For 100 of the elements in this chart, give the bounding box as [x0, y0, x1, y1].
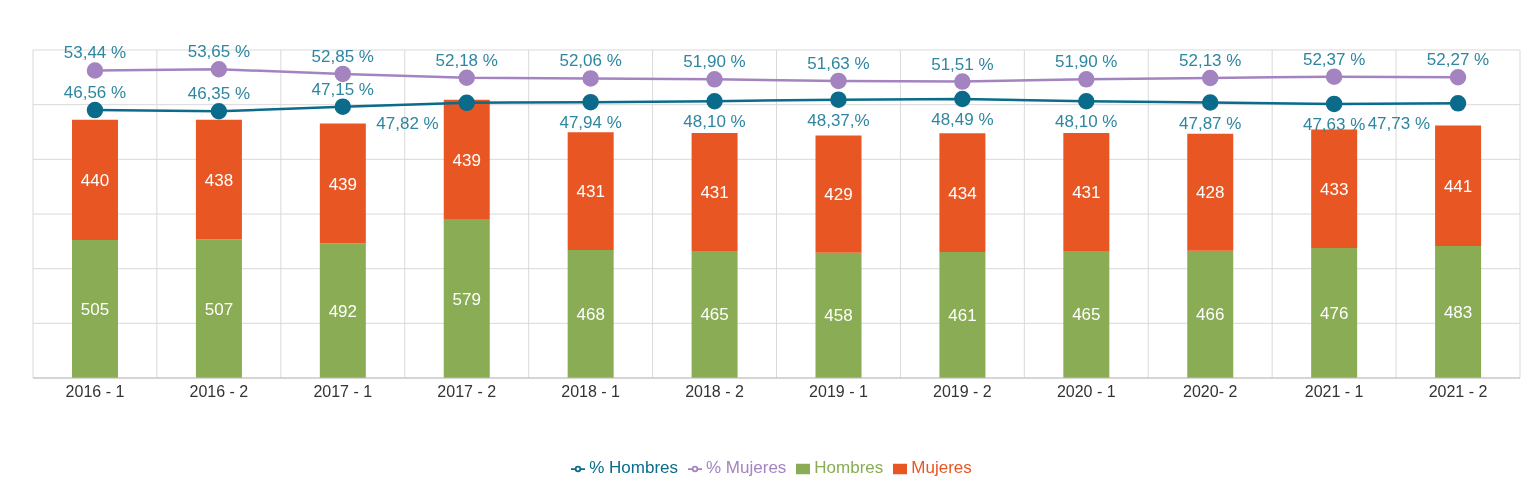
data-label: 52,06 % [559, 51, 622, 71]
x-tick-label: 2021 - 1 [1304, 383, 1364, 401]
bar [815, 135, 862, 253]
x-tick-label: 2017 - 2 [437, 383, 497, 401]
bar [72, 239, 118, 378]
data-label: 47,94 % [559, 113, 622, 133]
point [1325, 68, 1343, 85]
data-label: 431 [700, 183, 729, 203]
point [706, 71, 723, 88]
point [1449, 68, 1467, 86]
data-label: 46,35 % [187, 84, 251, 104]
data-label: 507 [204, 299, 234, 319]
data-label: 433 [1319, 179, 1349, 199]
data-label: 431 [1072, 183, 1101, 203]
data-label: 440 [80, 170, 110, 190]
data-label: 468 [576, 305, 605, 325]
data-label: 439 [328, 174, 358, 194]
data-label: 438 [204, 170, 234, 190]
data-label: 52,18 % [435, 50, 498, 70]
point [86, 101, 104, 119]
legend-label: Mujeres [911, 458, 972, 477]
bar [443, 99, 490, 220]
data-label: 439 [452, 150, 481, 170]
bar [443, 219, 490, 378]
bar [319, 123, 366, 244]
point [1201, 69, 1219, 87]
bar [72, 119, 118, 240]
point [458, 69, 475, 86]
point [1325, 95, 1343, 113]
point [334, 98, 352, 115]
bar [567, 132, 614, 251]
data-label: 52,13 % [1179, 51, 1242, 71]
data-label: 461 [948, 306, 977, 326]
data-label: 476 [1319, 303, 1349, 323]
point [86, 62, 104, 79]
legend-label: % Mujeres [706, 458, 787, 477]
point [458, 94, 475, 112]
point [1449, 95, 1467, 112]
point [334, 65, 352, 83]
bar [815, 252, 862, 378]
x-tick-label: 2019 - 1 [809, 383, 868, 401]
x-tick-label: 2020- 2 [1183, 383, 1238, 401]
data-label: 52,37 % [1302, 49, 1366, 69]
data-label: 51,90 % [683, 52, 746, 72]
bar [1311, 247, 1358, 378]
x-tick-label: 2020 - 1 [1056, 383, 1116, 401]
data-label: 47,73 % [1367, 114, 1431, 134]
data-label: 434 [948, 183, 977, 203]
legend-label: Hombres [814, 458, 884, 477]
data-label: 429 [824, 185, 853, 205]
data-label: 53,44 % [63, 43, 127, 63]
bar [195, 239, 242, 378]
bar [1435, 245, 1482, 378]
point [954, 90, 971, 108]
data-label: 465 [700, 305, 729, 325]
x-tick-label: 2021 - 2 [1428, 383, 1488, 401]
data-label: 48,37,% [807, 110, 870, 130]
point [210, 61, 228, 78]
data-label: 51,51 % [931, 54, 994, 74]
point [1078, 71, 1095, 88]
bar [1435, 125, 1482, 246]
data-label: 48,10 % [1055, 112, 1118, 132]
bar [319, 243, 366, 378]
point [830, 72, 847, 90]
point [706, 92, 723, 110]
x-tick-label: 2016 - 2 [189, 383, 249, 401]
bar [195, 119, 242, 240]
data-label: 46,56 % [63, 83, 127, 103]
data-label: 48,10 % [683, 112, 746, 132]
x-tick-label: 2018 - 2 [685, 383, 744, 401]
point [582, 70, 599, 87]
bar [1187, 250, 1234, 378]
data-label: 483 [1443, 303, 1473, 323]
data-label: 47,82 % [376, 113, 439, 133]
data-label: 51,63 % [807, 53, 870, 73]
data-label: 505 [80, 300, 110, 320]
data-label: 47,87 % [1179, 113, 1242, 133]
data-label: 428 [1196, 183, 1225, 203]
bar [1063, 133, 1110, 251]
data-label: 53,65 % [187, 42, 251, 62]
data-label: 431 [576, 182, 605, 202]
x-tick-label: 2016 - 1 [65, 383, 125, 401]
bar [567, 250, 614, 378]
bar [1187, 133, 1234, 251]
bar [1063, 250, 1110, 378]
data-label: 458 [824, 306, 853, 326]
data-label: 466 [1196, 305, 1225, 325]
bar [939, 251, 986, 378]
data-label: 52,27 % [1426, 50, 1490, 70]
bar [939, 133, 986, 252]
point [582, 93, 599, 111]
bar [691, 250, 738, 378]
legend-label: % Hombres [589, 458, 679, 477]
x-tick-label: 2019 - 2 [933, 383, 992, 401]
x-tick-label: 2017 - 1 [313, 383, 373, 401]
point [954, 73, 971, 90]
point [210, 103, 228, 120]
data-label: 579 [452, 289, 481, 309]
data-label: 52,85 % [311, 46, 374, 66]
x-tick-label: 2018 - 1 [561, 383, 621, 401]
